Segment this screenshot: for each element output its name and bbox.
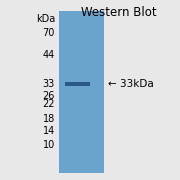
Text: 26: 26 bbox=[42, 91, 55, 101]
Bar bbox=[65, 82, 90, 86]
Text: Western Blot: Western Blot bbox=[81, 6, 157, 19]
Text: 70: 70 bbox=[42, 28, 55, 38]
Text: 10: 10 bbox=[43, 140, 55, 150]
Bar bbox=[59, 11, 104, 173]
Text: 22: 22 bbox=[42, 99, 55, 109]
Text: 14: 14 bbox=[43, 126, 55, 136]
Text: kDa: kDa bbox=[36, 14, 55, 24]
Text: 33: 33 bbox=[43, 79, 55, 89]
Text: ← 33kDa: ← 33kDa bbox=[108, 79, 154, 89]
Text: 18: 18 bbox=[43, 114, 55, 124]
Text: 44: 44 bbox=[43, 50, 55, 60]
